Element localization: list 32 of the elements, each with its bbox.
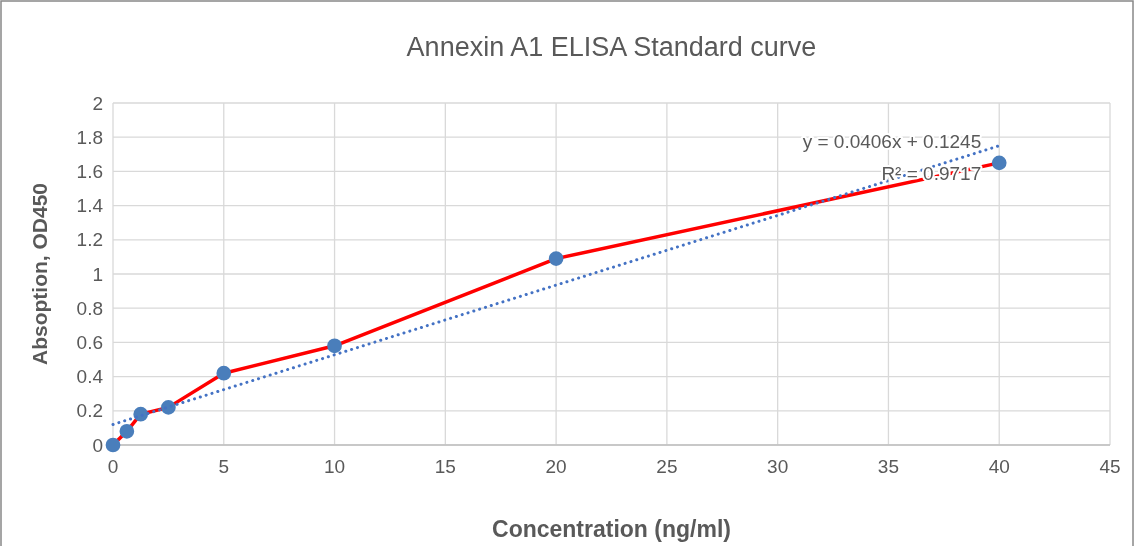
x-tick-label: 5 bbox=[218, 456, 230, 477]
point bbox=[119, 423, 135, 439]
y-tick-label: 1.6 bbox=[76, 161, 103, 183]
x-tick-label: 0 bbox=[107, 456, 119, 477]
y-tick-label: 1.2 bbox=[76, 229, 103, 251]
y-tick-label: 0.8 bbox=[76, 297, 103, 319]
chart-title: Annexin A1 ELISA Standard curve bbox=[406, 32, 817, 62]
y-tick-label: 2 bbox=[92, 92, 103, 114]
point bbox=[327, 338, 342, 354]
x-tick-label: 40 bbox=[988, 456, 1010, 477]
y-tick-label: 0.2 bbox=[76, 400, 103, 422]
x-tick-label: 45 bbox=[1099, 456, 1121, 477]
point bbox=[991, 155, 1007, 171]
y-tick-label: 0.6 bbox=[76, 332, 103, 354]
y-tick-label: 1.4 bbox=[76, 195, 104, 217]
x-tick-label: 10 bbox=[323, 456, 346, 477]
y-tick-label: 0 bbox=[92, 434, 103, 456]
x-tick-label: 25 bbox=[656, 456, 678, 477]
y-tick-label: 1.8 bbox=[76, 126, 103, 148]
y-axis-title: Absoption, OD450 bbox=[28, 182, 51, 366]
y-tick-label: 1 bbox=[92, 263, 103, 285]
x-tick-label: 15 bbox=[434, 456, 456, 477]
x-tick-label: 30 bbox=[767, 456, 789, 477]
annotation: y = 0.0406x + 0.1245 bbox=[802, 130, 982, 152]
x-tick-label: 20 bbox=[545, 456, 567, 477]
x-axis-title: Concentration (ng/ml) bbox=[492, 516, 731, 542]
y-tick-label: 0.4 bbox=[76, 366, 104, 388]
x-tick-label: 35 bbox=[877, 456, 900, 477]
point bbox=[216, 365, 232, 381]
point bbox=[161, 400, 176, 415]
point bbox=[548, 251, 564, 266]
point bbox=[105, 437, 121, 453]
